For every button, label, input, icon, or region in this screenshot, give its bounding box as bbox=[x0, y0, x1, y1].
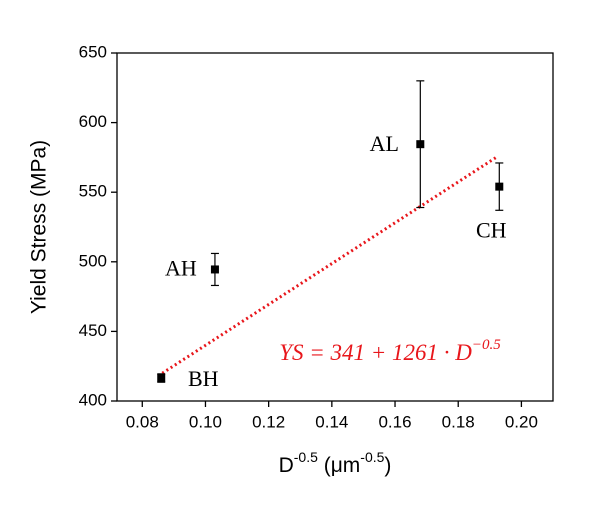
equation-text: YS = 341 + 1261 · D bbox=[279, 340, 472, 365]
plot-frame bbox=[116, 52, 554, 402]
x-axis-label: D-0.5 (μm-0.5) bbox=[279, 449, 392, 477]
x-label-superscript: -0.5 bbox=[360, 449, 384, 465]
y-tick-label: 600 bbox=[79, 112, 107, 131]
x-label-text: ) bbox=[384, 454, 391, 477]
x-tick-label: 0.14 bbox=[315, 412, 348, 431]
point-label: BH bbox=[188, 366, 219, 391]
equation-superscript: −0.5 bbox=[472, 337, 501, 353]
point bbox=[416, 140, 425, 149]
x-tick-label: 0.16 bbox=[378, 412, 411, 431]
x-tick-label: 0.10 bbox=[189, 412, 222, 431]
x-tick-label: 0.18 bbox=[442, 412, 475, 431]
point-label: AH bbox=[165, 256, 197, 281]
x-label-text: (μm bbox=[318, 454, 360, 477]
equation: YS = 341 + 1261 · D−0.5 bbox=[279, 337, 501, 365]
point-label: AL bbox=[370, 131, 399, 156]
x-tick-label: 0.20 bbox=[505, 412, 538, 431]
point bbox=[495, 182, 504, 191]
point-label: CH bbox=[476, 218, 507, 243]
x-label-text: D bbox=[279, 454, 294, 477]
y-tick-label: 400 bbox=[79, 390, 107, 409]
point bbox=[157, 374, 166, 383]
y-tick-label: 650 bbox=[79, 42, 107, 61]
x-tick-label: 0.08 bbox=[126, 412, 159, 431]
x-label-superscript: -0.5 bbox=[294, 449, 318, 465]
x-tick-label: 0.12 bbox=[252, 412, 285, 431]
y-axis-label: Yield Stress (MPa) bbox=[28, 140, 51, 314]
point bbox=[210, 265, 219, 274]
y-tick-label: 550 bbox=[79, 182, 107, 201]
fit-line bbox=[157, 156, 497, 378]
y-tick-label: 450 bbox=[79, 321, 107, 340]
y-tick-label: 500 bbox=[79, 251, 107, 270]
